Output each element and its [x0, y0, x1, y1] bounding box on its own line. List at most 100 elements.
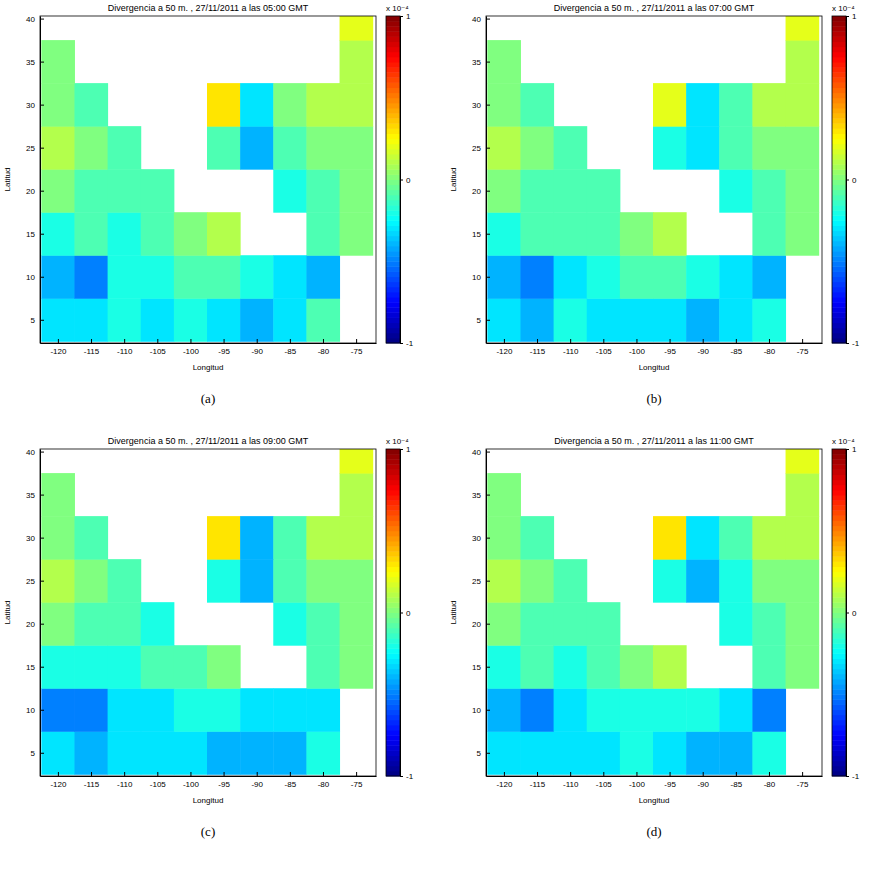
tick-mark	[636, 339, 637, 343]
cell	[620, 645, 654, 689]
cell	[719, 169, 753, 213]
colorbar-swatch	[386, 185, 400, 191]
cell	[207, 688, 241, 732]
cell	[520, 516, 554, 560]
tick: -85	[285, 772, 297, 789]
cell	[786, 645, 820, 689]
cell	[520, 645, 554, 689]
colorbar-swatch	[386, 674, 400, 680]
colorbar-swatch	[386, 740, 400, 746]
colorbar-swatch	[832, 312, 846, 318]
colorbar-swatch	[832, 715, 846, 721]
colorbar-swatch	[386, 317, 400, 323]
colorbar-swatch	[386, 103, 400, 109]
cell	[207, 255, 241, 299]
title: Divergencia a 50 m. , 27/11/2011 a las 0…	[108, 3, 309, 13]
colorbar-swatch	[386, 144, 400, 150]
colorbar-swatch	[832, 200, 846, 206]
cell	[240, 731, 274, 775]
colorbar-swatch	[832, 469, 846, 475]
tick: -105	[596, 772, 613, 789]
cell	[653, 731, 687, 775]
cell	[340, 16, 374, 41]
tick-mark	[400, 613, 403, 614]
colorbar-swatch	[832, 77, 846, 83]
tick: 5	[31, 316, 44, 325]
cell	[141, 169, 175, 213]
colorbar-swatch	[386, 333, 400, 339]
cell	[752, 559, 786, 603]
colorbar-swatch	[386, 505, 400, 511]
tick-mark	[224, 339, 225, 343]
colorbar-swatch	[832, 251, 846, 257]
cell	[554, 559, 588, 603]
colorbar-swatch	[832, 710, 846, 716]
tick-label: 40	[26, 15, 35, 24]
x-axis: -120-115-110-105-100-95-90-85-80-75	[41, 772, 377, 789]
colorbar-swatch	[832, 205, 846, 211]
cell	[108, 688, 142, 732]
tick-label: 10	[26, 273, 35, 282]
colorbar-swatch	[832, 643, 846, 649]
colorbar-swatch	[832, 307, 846, 313]
cell	[587, 645, 621, 689]
colorbar-swatch	[832, 669, 846, 675]
colorbar-swatch	[832, 261, 846, 267]
cell	[207, 731, 241, 775]
y-axis: 510152025303540	[26, 448, 44, 777]
colorbar-swatch	[386, 730, 400, 736]
colorbar-swatch	[832, 679, 846, 685]
panel-letter: (b)	[646, 391, 661, 406]
colorbar-swatch	[386, 669, 400, 675]
colorbar-swatch	[386, 710, 400, 716]
cell	[41, 559, 75, 603]
tick-label: 15	[26, 230, 35, 239]
colorbar-swatch	[832, 551, 846, 557]
tick-label: 0	[852, 176, 857, 185]
tick-mark	[40, 19, 44, 20]
colorbar-swatch	[386, 164, 400, 170]
y-axis: 510152025303540	[26, 15, 44, 344]
cell	[520, 126, 554, 170]
cell	[273, 602, 307, 646]
colorbar-swatch	[832, 546, 846, 552]
colorbar-swatch	[386, 149, 400, 155]
cell	[108, 559, 142, 603]
colorbar-swatch	[386, 52, 400, 58]
cell	[786, 516, 820, 560]
cell	[719, 83, 753, 127]
colorbar-swatch	[386, 297, 400, 303]
cell	[587, 602, 621, 646]
cell	[620, 688, 654, 732]
tick: 1	[400, 445, 411, 454]
colorbar-swatch	[832, 449, 846, 455]
tick-label: 5	[477, 749, 482, 758]
tick-label: -120	[496, 347, 513, 356]
colorbar-swatch	[386, 587, 400, 593]
colorbar-swatch	[832, 648, 846, 654]
tick: -110	[117, 772, 133, 789]
tick-mark	[603, 339, 604, 343]
colorbar-swatch	[386, 704, 400, 710]
tick: -115	[530, 339, 546, 356]
cell	[174, 688, 208, 732]
tick-label: -115	[530, 347, 546, 356]
colorbar-swatch	[832, 623, 846, 629]
tick: 40	[472, 15, 490, 24]
colorbar-swatch	[386, 699, 400, 705]
cell	[554, 645, 588, 689]
panel-letter: (c)	[201, 824, 215, 839]
title: Divergencia a 50 m. , 27/11/2011 a las 0…	[554, 3, 755, 13]
colorbar-swatch	[386, 261, 400, 267]
colorbar-swatch	[386, 287, 400, 293]
tick-label: 40	[472, 15, 481, 24]
axis-line	[41, 343, 377, 344]
tick-mark	[58, 772, 59, 776]
cell	[786, 449, 820, 474]
colorbar-swatch	[386, 36, 400, 42]
tick-label: 30	[472, 534, 481, 543]
axis-line	[486, 450, 487, 777]
cell	[554, 126, 588, 170]
tick: -120	[496, 772, 513, 789]
cell	[41, 645, 75, 689]
